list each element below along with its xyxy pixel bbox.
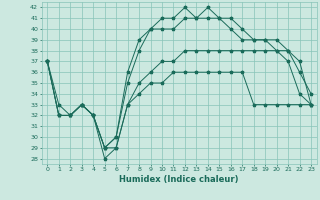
X-axis label: Humidex (Indice chaleur): Humidex (Indice chaleur) xyxy=(119,175,239,184)
